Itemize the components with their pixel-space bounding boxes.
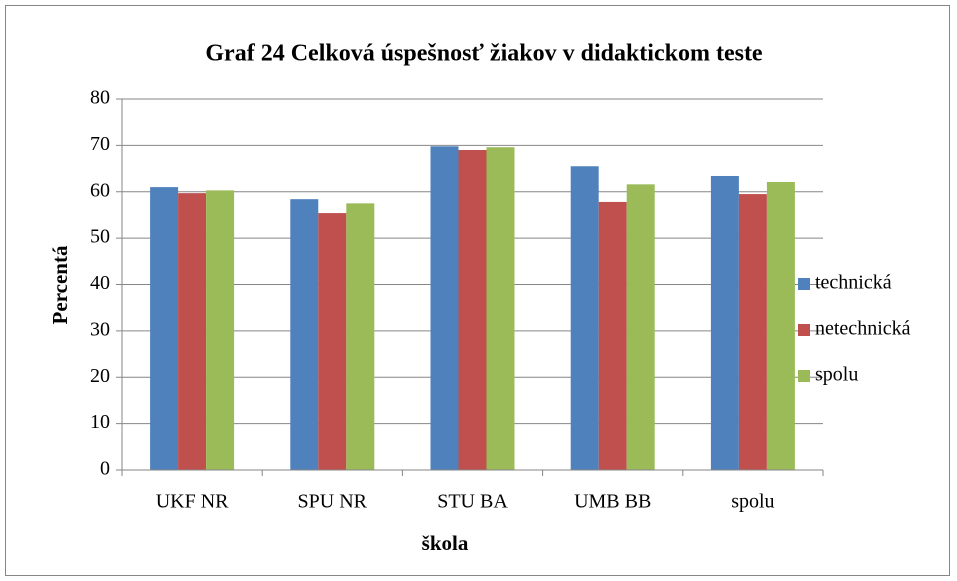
x-axis-title: škola [422, 531, 469, 555]
y-tick-label: 70 [90, 133, 110, 155]
x-tick-label: STU BA [437, 491, 508, 513]
bar [486, 147, 515, 471]
legend-label: spolu [815, 364, 858, 386]
y-tick-label: 10 [90, 411, 110, 433]
bar [458, 150, 487, 470]
bar [318, 213, 347, 470]
bar [178, 193, 207, 471]
bar [738, 194, 767, 470]
y-tick-label: 20 [90, 365, 110, 387]
bar [430, 146, 459, 471]
x-tick-label: UMB BB [574, 491, 651, 513]
y-tick-label: 60 [90, 179, 110, 201]
legend-label: netechnická [815, 318, 911, 340]
legend-swatch [798, 370, 810, 382]
chart-title: Graf 24 Celková úspešnosť žiakov v didak… [205, 41, 763, 67]
y-tick-label: 50 [90, 226, 110, 248]
bar [346, 203, 375, 470]
y-axis-title: Percentá [48, 245, 72, 324]
bar [626, 184, 655, 470]
legend-label: technická [815, 272, 892, 294]
y-tick-label: 80 [90, 87, 110, 109]
bar [570, 166, 599, 470]
bar [710, 175, 739, 471]
bar [290, 199, 319, 471]
y-tick-label: 0 [100, 458, 110, 480]
legend-swatch [798, 278, 810, 290]
y-tick-label: 40 [90, 272, 110, 294]
bar [206, 190, 235, 470]
x-tick-label: SPU NR [298, 491, 368, 513]
x-tick-label: spolu [731, 491, 774, 513]
bar [598, 201, 627, 470]
y-tick-label: 30 [90, 318, 110, 340]
bar [766, 182, 795, 471]
bar [150, 187, 179, 471]
x-tick-label: UKF NR [156, 491, 229, 513]
legend-swatch [798, 324, 810, 336]
